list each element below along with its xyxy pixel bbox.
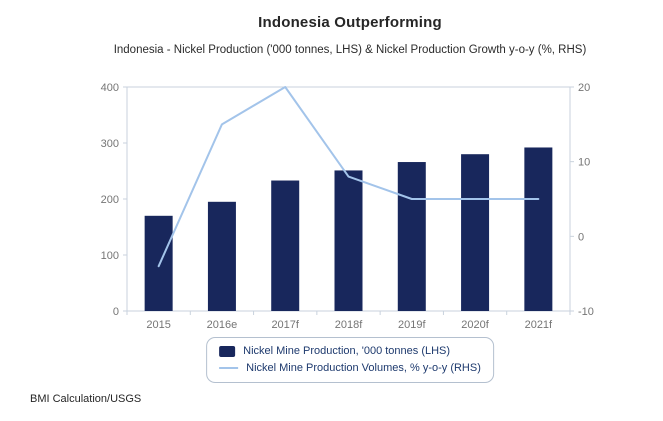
x-axis-category-label: 2020f [461, 319, 489, 331]
production-bar [461, 154, 490, 311]
x-axis-category-label: 2021f [525, 319, 553, 331]
right-axis-tick-label: 20 [578, 82, 590, 94]
left-axis-tick-label: 300 [101, 138, 119, 150]
x-axis-category-label: 2015 [146, 319, 170, 331]
source-note: BMI Calculation/USGS [30, 393, 142, 405]
chart-header: Indonesia Outperforming Indonesia - Nick… [36, 0, 663, 56]
legend-label-production: Nickel Mine Production, '000 tonnes (LHS… [243, 345, 451, 357]
right-axis-tick-label: -10 [578, 306, 594, 318]
left-axis-tick-label: 400 [101, 82, 119, 94]
chart-title: Indonesia Outperforming [258, 14, 442, 31]
right-axis-tick-label: 10 [578, 157, 590, 169]
right-axis-tick-label: 0 [578, 231, 584, 243]
x-axis-category-label: 2019f [398, 319, 426, 331]
line-swatch-icon [219, 367, 239, 369]
chart-subtitle: Indonesia - Nickel Production ('000 tonn… [113, 44, 587, 56]
left-axis-tick-label: 0 [113, 306, 119, 318]
bar-swatch-icon [219, 345, 236, 357]
x-axis-category-label: 2016e [207, 319, 238, 331]
production-bar [524, 147, 553, 311]
production-bar [271, 180, 300, 311]
x-axis-category-label: 2018f [335, 319, 363, 331]
production-bar [207, 201, 236, 311]
growth-line [157, 86, 540, 268]
left-axis-tick-label: 200 [101, 194, 119, 206]
left-axis-tick-label: 100 [101, 250, 119, 262]
legend-item-growth: Nickel Mine Production Volumes, % y-o-y … [219, 360, 481, 376]
production-bar [397, 162, 426, 311]
legend-label-growth: Nickel Mine Production Volumes, % y-o-y … [246, 362, 481, 374]
x-axis-category-label: 2017f [271, 319, 299, 331]
legend-item-production: Nickel Mine Production, '000 tonnes (LHS… [219, 343, 481, 359]
chart-plot-area: 0 100 200 300 400 -10 0 10 20 2015 2016e 2017f 2018f… [101, 82, 594, 331]
chart-legend: Nickel Mine Production, '000 tonnes (LHS… [206, 337, 494, 383]
production-bar [334, 170, 363, 311]
production-bar [144, 215, 173, 311]
